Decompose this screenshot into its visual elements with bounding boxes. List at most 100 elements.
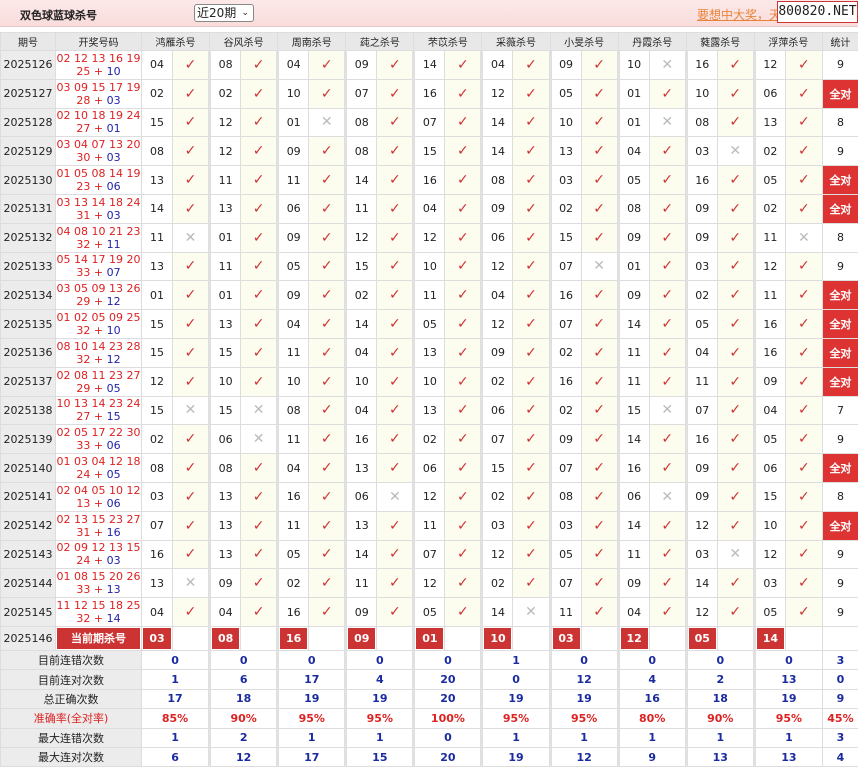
check-icon: ✓ — [445, 166, 482, 195]
red-balls: 02 08 11 23 27 — [57, 369, 141, 382]
stats-value: 17 — [278, 670, 346, 689]
kill-number: 06 — [414, 454, 445, 483]
blue-ball: 01 — [107, 122, 121, 135]
kill-number: 08 — [346, 137, 377, 166]
red-ball-6: 23 — [76, 180, 90, 193]
check-icon: ✓ — [513, 540, 550, 569]
current-kill: 16 — [278, 626, 309, 650]
period-select[interactable]: 近20期⌄ — [194, 4, 254, 22]
check-icon: ✓ — [173, 194, 210, 223]
check-icon: ✓ — [649, 598, 686, 627]
kill-number: 15 — [754, 482, 785, 511]
check-icon: ✓ — [649, 281, 686, 310]
check-icon: ✓ — [717, 511, 754, 540]
blue-ball: 10 — [107, 65, 121, 78]
stats-value: 90% — [686, 709, 754, 728]
kill-number: 12 — [414, 569, 445, 598]
check-icon: ✓ — [309, 511, 346, 540]
kill-number: 03 — [550, 166, 581, 195]
stats-label: 最大连错次数 — [1, 728, 142, 747]
kill-number: 14 — [618, 511, 649, 540]
check-icon: ✓ — [785, 367, 822, 396]
cross-icon: ✕ — [785, 223, 822, 252]
check-icon: ✓ — [377, 569, 414, 598]
period-cell: 2025144 — [1, 569, 56, 598]
kill-number: 09 — [686, 482, 717, 511]
kill-number: 09 — [686, 194, 717, 223]
kill-number: 07 — [550, 569, 581, 598]
col-expert: 莼之杀号 — [346, 33, 414, 51]
stats-value: 0 — [142, 650, 210, 669]
blue-ball: 05 — [107, 468, 121, 481]
plus-sign: + — [90, 612, 106, 625]
check-icon: ✓ — [241, 137, 278, 166]
red-balls: 10 13 14 23 24 — [57, 397, 141, 410]
check-icon: ✓ — [377, 79, 414, 108]
kill-number: 11 — [550, 598, 581, 627]
kill-number: 09 — [278, 281, 309, 310]
col-expert: 芣苡杀号 — [414, 33, 482, 51]
top-bar: 双色球蓝球杀号 近20期⌄ 要想中大奖，天 800820.NET — [0, 0, 858, 27]
period-cell: 2025146 — [1, 626, 56, 650]
stats-row: 准确率(全对率)85%90%95%95%100%95%95%80%90%95%4… — [1, 709, 858, 728]
stats-value: 0 — [278, 650, 346, 669]
current-kill-number: 09 — [348, 628, 375, 649]
period-cell: 2025126 — [1, 51, 56, 80]
check-icon: ✓ — [241, 108, 278, 137]
kill-number: 08 — [142, 137, 173, 166]
check-icon: ✓ — [309, 396, 346, 425]
check-icon: ✓ — [581, 598, 618, 627]
check-icon: ✓ — [581, 511, 618, 540]
empty-cell — [785, 626, 822, 650]
kill-number: 11 — [210, 252, 241, 281]
current-kill-number: 12 — [621, 628, 648, 649]
red-ball-6: 33 — [76, 583, 90, 596]
total-cell: 全对 — [822, 367, 858, 396]
kill-number: 09 — [618, 569, 649, 598]
check-icon: ✓ — [649, 252, 686, 281]
plus-sign: + — [90, 94, 106, 107]
promo-link[interactable]: 要想中大奖，天 — [697, 6, 781, 23]
kill-number: 13 — [550, 137, 581, 166]
kill-number: 07 — [346, 79, 377, 108]
current-kill-number: 08 — [212, 628, 239, 649]
kill-number: 12 — [482, 310, 513, 339]
stats-value: 90% — [210, 709, 278, 728]
check-icon: ✓ — [173, 166, 210, 195]
red-ball-6: 25 — [76, 65, 90, 78]
red-balls: 08 10 14 23 28 — [57, 340, 141, 353]
kill-number: 12 — [346, 223, 377, 252]
kill-number: 12 — [686, 598, 717, 627]
check-icon: ✓ — [309, 454, 346, 483]
check-icon: ✓ — [241, 79, 278, 108]
total-cell: 8 — [822, 482, 858, 511]
check-icon: ✓ — [377, 367, 414, 396]
kill-number: 10 — [686, 79, 717, 108]
stats-value: 1 — [482, 650, 550, 669]
check-icon: ✓ — [309, 79, 346, 108]
check-icon: ✓ — [173, 51, 210, 80]
kill-number: 11 — [686, 367, 717, 396]
kill-number: 10 — [210, 367, 241, 396]
check-icon: ✓ — [173, 252, 210, 281]
plus-sign: + — [90, 353, 106, 366]
red-balls: 02 05 17 22 30 — [57, 426, 141, 439]
check-icon: ✓ — [581, 223, 618, 252]
kill-number: 16 — [550, 281, 581, 310]
plus-sign: + — [90, 65, 106, 78]
stats-value: 15 — [346, 747, 414, 766]
total-cell: 9 — [822, 569, 858, 598]
kill-number: 13 — [142, 569, 173, 598]
blue-ball: 03 — [107, 554, 121, 567]
check-icon: ✓ — [581, 281, 618, 310]
cross-icon: ✕ — [513, 598, 550, 627]
current-kill-number: 10 — [484, 628, 511, 649]
blue-ball: 06 — [107, 439, 121, 452]
current-kill-number: 01 — [416, 628, 443, 649]
